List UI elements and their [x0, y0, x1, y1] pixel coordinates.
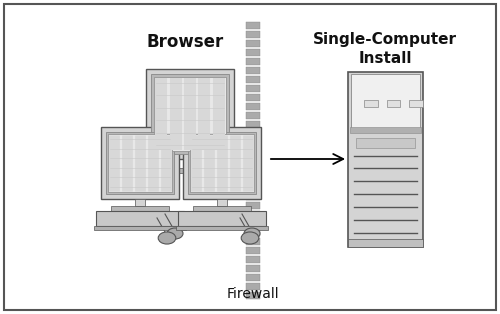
Bar — [246, 292, 260, 299]
Bar — [350, 127, 420, 133]
Bar — [246, 58, 260, 65]
Bar — [246, 49, 260, 56]
Bar — [246, 103, 260, 110]
Bar — [193, 206, 252, 210]
Text: Single-Computer
Install: Single-Computer Install — [313, 32, 457, 66]
Bar — [108, 134, 172, 192]
Text: Browser: Browser — [146, 33, 224, 51]
Bar — [350, 73, 420, 129]
Bar — [348, 239, 422, 246]
Bar — [246, 265, 260, 272]
Bar — [246, 31, 260, 38]
Bar — [246, 31, 260, 38]
Bar — [246, 139, 260, 146]
Bar — [246, 211, 260, 218]
Bar — [96, 210, 184, 225]
Bar — [246, 157, 260, 164]
Bar — [246, 67, 260, 74]
Bar — [246, 121, 260, 128]
Bar — [246, 49, 260, 56]
Bar — [111, 206, 169, 210]
Bar — [246, 94, 260, 101]
Bar — [246, 292, 260, 299]
Bar — [246, 175, 260, 182]
Bar — [218, 199, 226, 206]
Bar — [246, 130, 260, 137]
Bar — [246, 103, 260, 110]
Bar — [246, 220, 260, 227]
Bar — [246, 22, 260, 29]
Bar — [246, 67, 260, 74]
Bar — [246, 283, 260, 290]
Bar — [246, 256, 260, 263]
Bar — [246, 76, 260, 83]
Bar — [246, 148, 260, 155]
Bar — [184, 159, 196, 168]
Bar — [246, 220, 260, 227]
Bar — [246, 22, 260, 29]
Ellipse shape — [167, 228, 183, 239]
Bar — [101, 127, 179, 199]
Bar — [246, 229, 260, 236]
Text: Firewall: Firewall — [226, 287, 280, 301]
Bar — [152, 74, 228, 154]
Bar — [246, 130, 260, 137]
Bar — [190, 134, 254, 192]
Bar — [246, 283, 260, 290]
Bar — [246, 85, 260, 92]
Bar — [246, 166, 260, 173]
Bar — [246, 184, 260, 191]
Bar — [94, 225, 186, 230]
Bar — [348, 72, 422, 246]
Bar — [386, 100, 400, 107]
Bar — [246, 121, 260, 128]
Bar — [246, 184, 260, 191]
Bar — [246, 193, 260, 200]
Bar — [246, 112, 260, 119]
Bar — [188, 132, 256, 194]
Bar — [409, 100, 422, 107]
Bar — [246, 112, 260, 119]
Bar — [246, 247, 260, 254]
Bar — [246, 238, 260, 245]
Bar — [154, 77, 226, 151]
Bar — [246, 229, 260, 236]
Bar — [246, 40, 260, 47]
Bar — [246, 238, 260, 245]
Bar — [146, 69, 234, 159]
Bar — [157, 168, 223, 173]
Ellipse shape — [241, 232, 259, 244]
Bar — [246, 139, 260, 146]
Bar — [246, 76, 260, 83]
Bar — [246, 58, 260, 65]
Bar — [176, 225, 268, 230]
Bar — [246, 256, 260, 263]
Bar — [106, 132, 174, 194]
Bar — [136, 199, 144, 206]
Bar — [246, 166, 260, 173]
Bar — [246, 202, 260, 209]
Bar — [356, 138, 414, 148]
Bar — [246, 211, 260, 218]
Bar — [364, 100, 378, 107]
Bar — [246, 193, 260, 200]
Bar — [246, 247, 260, 254]
Bar — [246, 157, 260, 164]
Bar — [246, 265, 260, 272]
Bar — [246, 148, 260, 155]
Bar — [246, 94, 260, 101]
Bar — [246, 274, 260, 281]
Bar — [246, 40, 260, 47]
Bar — [246, 175, 260, 182]
Bar — [246, 202, 260, 209]
Bar — [246, 274, 260, 281]
Ellipse shape — [158, 232, 176, 244]
Bar — [246, 85, 260, 92]
Ellipse shape — [244, 228, 260, 239]
Bar — [178, 210, 266, 225]
Bar — [183, 127, 261, 199]
